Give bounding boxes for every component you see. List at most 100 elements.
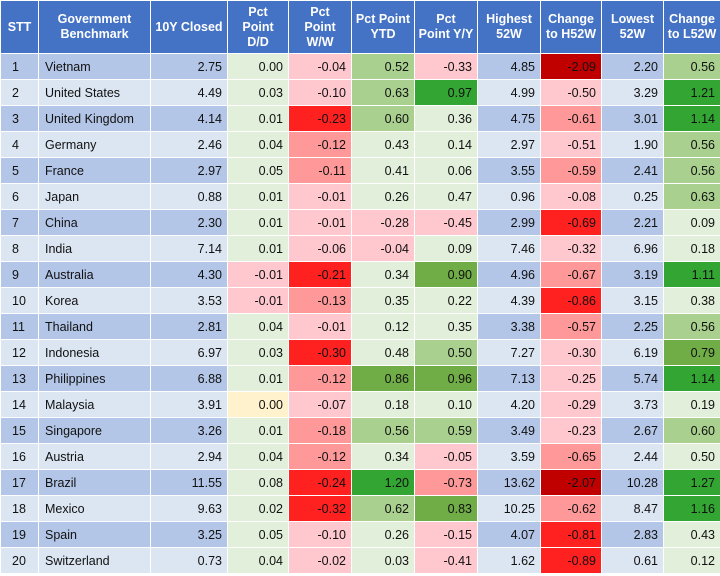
change-h52w-cell: -0.86 [540,287,602,314]
table-row[interactable]: 10 Korea 3.53 -0.01 -0.13 0.35 0.22 4.39 -0.86 3.… [0,287,720,314]
pct-yy-cell: 0.10 [414,391,478,418]
header-lowest-52w[interactable]: Lowest 52W [601,0,664,54]
highest-52w-cell: 4.85 [477,53,541,80]
header-highest-52w[interactable]: Highest 52W [477,0,541,54]
header-row: STT Government Benchmark 10Y Closed Pct Po… [0,0,720,54]
closed-cell: 4.14 [150,105,228,132]
closed-cell: 7.14 [150,235,228,262]
header-label: 10Y Closed [155,19,223,34]
stt-cell: 9 [0,261,39,288]
header-pct-ww[interactable]: Pct Point W/W [288,0,352,54]
table-row[interactable]: 16 Austria 2.94 0.04 -0.12 0.34 -0.05 3.59 -0.65… [0,443,720,470]
table-row[interactable]: 13 Philippines 6.88 0.01 -0.12 0.86 0.96 7.13 -0… [0,365,720,392]
pct-yy-cell: -0.73 [414,469,478,496]
change-h52w-cell: -0.29 [540,391,602,418]
stt-cell: 3 [0,105,39,132]
pct-dd-cell: 0.04 [227,131,289,158]
table-row[interactable]: 15 Singapore 3.26 0.01 -0.18 0.56 0.59 3.49 -0.2… [0,417,720,444]
change-h52w-cell: -2.07 [540,469,602,496]
change-h52w-cell: -0.89 [540,547,602,574]
table-row[interactable]: 20 Switzerland 0.73 0.04 -0.02 0.03 -0.41 1.62-… [0,547,720,574]
pct-yy-cell: 0.22 [414,287,478,314]
pct-dd-cell: 0.08 [227,469,289,496]
table-row[interactable]: 11 Thailand 2.81 0.04 -0.01 0.12 0.35 3.38 -0.57… [0,313,720,340]
highest-52w-cell: 4.07 [477,521,541,548]
header-label: YTD [370,27,396,41]
lowest-52w-cell: 1.90 [601,131,664,158]
table-row[interactable]: 7 China 2.30 0.01 -0.01 -0.28 -0.45 2.99 -0.69 2.… [0,209,720,236]
header-label: Change [669,12,715,26]
closed-cell: 3.91 [150,391,228,418]
closed-cell: 3.26 [150,417,228,444]
pct-ww-cell: -0.21 [288,261,352,288]
pct-ww-cell: -0.30 [288,339,352,366]
stt-cell: 12 [0,339,39,366]
header-10y-closed[interactable]: 10Y Closed [150,0,228,54]
country-cell: Austria [38,443,151,470]
highest-52w-cell: 3.38 [477,313,541,340]
table-row[interactable]: 8 India 7.14 0.01 -0.06 -0.04 0.09 7.46 -0.32 6.9… [0,235,720,262]
change-h52w-cell: -0.23 [540,417,602,444]
lowest-52w-cell: 2.44 [601,443,664,470]
stt-cell: 18 [0,495,39,522]
header-change-l52w[interactable]: Change to L52W [663,0,720,54]
header-label: Change [548,12,594,26]
pct-ytd-cell: 0.12 [351,313,415,340]
pct-dd-cell: 0.04 [227,313,289,340]
stt-cell: 14 [0,391,39,418]
header-label: Pct Point [355,12,411,26]
stt-cell: 10 [0,287,39,314]
table-row[interactable]: 17 Brazil 11.55 0.08 -0.24 1.20 -0.73 13.62 -2.0… [0,469,720,496]
pct-yy-cell: 0.06 [414,157,478,184]
pct-dd-cell: 0.03 [227,79,289,106]
header-label: Highest [486,12,532,26]
change-l52w-cell: 0.18 [663,235,720,262]
header-pct-yy[interactable]: Pct Point Y/Y [414,0,478,54]
header-pct-dd[interactable]: Pct Point D/D [227,0,289,54]
table-row[interactable]: 6 Japan 0.88 0.01 -0.01 0.26 0.47 0.96 -0.08 0.25… [0,183,720,210]
closed-cell: 2.81 [150,313,228,340]
header-change-h52w[interactable]: Change to H52W [540,0,602,54]
country-cell: United States [38,79,151,106]
pct-ww-cell: -0.01 [288,209,352,236]
table-row[interactable]: 2 United States 4.49 0.03 -0.10 0.63 0.97 4.99-… [0,79,720,106]
header-benchmark[interactable]: Government Benchmark [38,0,151,54]
table-row[interactable]: 1 Vietnam 2.75 0.00 -0.04 0.52 -0.33 4.85 -2.09 2… [0,53,720,80]
highest-52w-cell: 2.99 [477,209,541,236]
table-row[interactable]: 9 Australia 4.30 -0.01 -0.21 0.34 0.90 4.96 -0.6… [0,261,720,288]
change-l52w-cell: 0.56 [663,157,720,184]
change-l52w-cell: 1.11 [663,261,720,288]
change-h52w-cell: -2.09 [540,53,602,80]
closed-cell: 6.97 [150,339,228,366]
lowest-52w-cell: 2.67 [601,417,664,444]
table-row[interactable]: 18 Mexico 9.63 0.02 -0.32 0.62 0.83 10.25 -0.62 8… [0,495,720,522]
closed-cell: 11.55 [150,469,228,496]
table-row[interactable]: 4 Germany 2.46 0.04 -0.12 0.43 0.14 2.97 -0.51 1.… [0,131,720,158]
pct-dd-cell: 0.01 [227,183,289,210]
highest-52w-cell: 7.46 [477,235,541,262]
country-cell: Singapore [38,417,151,444]
closed-cell: 2.75 [150,53,228,80]
header-stt[interactable]: STT [0,0,39,54]
lowest-52w-cell: 3.15 [601,287,664,314]
table-row[interactable]: 5 France 2.97 0.05 -0.11 0.41 0.06 3.55 -0.59 2.4… [0,157,720,184]
pct-yy-cell: 0.96 [414,365,478,392]
country-cell: Brazil [38,469,151,496]
highest-52w-cell: 4.96 [477,261,541,288]
change-h52w-cell: -0.32 [540,235,602,262]
closed-cell: 2.30 [150,209,228,236]
pct-ytd-cell: 0.18 [351,391,415,418]
table-row[interactable]: 14 Malaysia 3.91 0.00 -0.07 0.18 0.10 4.20 -0.29… [0,391,720,418]
table-row[interactable]: 3 United Kingdom 4.14 0.01 -0.23 0.60 0.36 4.75… [0,105,720,132]
stt-cell: 1 [0,53,39,80]
pct-ytd-cell: -0.28 [351,209,415,236]
table-row[interactable]: 12 Indonesia 6.97 0.03 -0.30 0.48 0.50 7.27 -0.3… [0,339,720,366]
pct-ytd-cell: 0.34 [351,443,415,470]
lowest-52w-cell: 3.19 [601,261,664,288]
stt-cell: 5 [0,157,39,184]
table-row[interactable]: 19 Spain 3.25 0.05 -0.10 0.26 -0.15 4.07 -0.81 2.… [0,521,720,548]
stt-cell: 2 [0,79,39,106]
change-h52w-cell: -0.51 [540,131,602,158]
header-pct-ytd[interactable]: Pct Point YTD [351,0,415,54]
